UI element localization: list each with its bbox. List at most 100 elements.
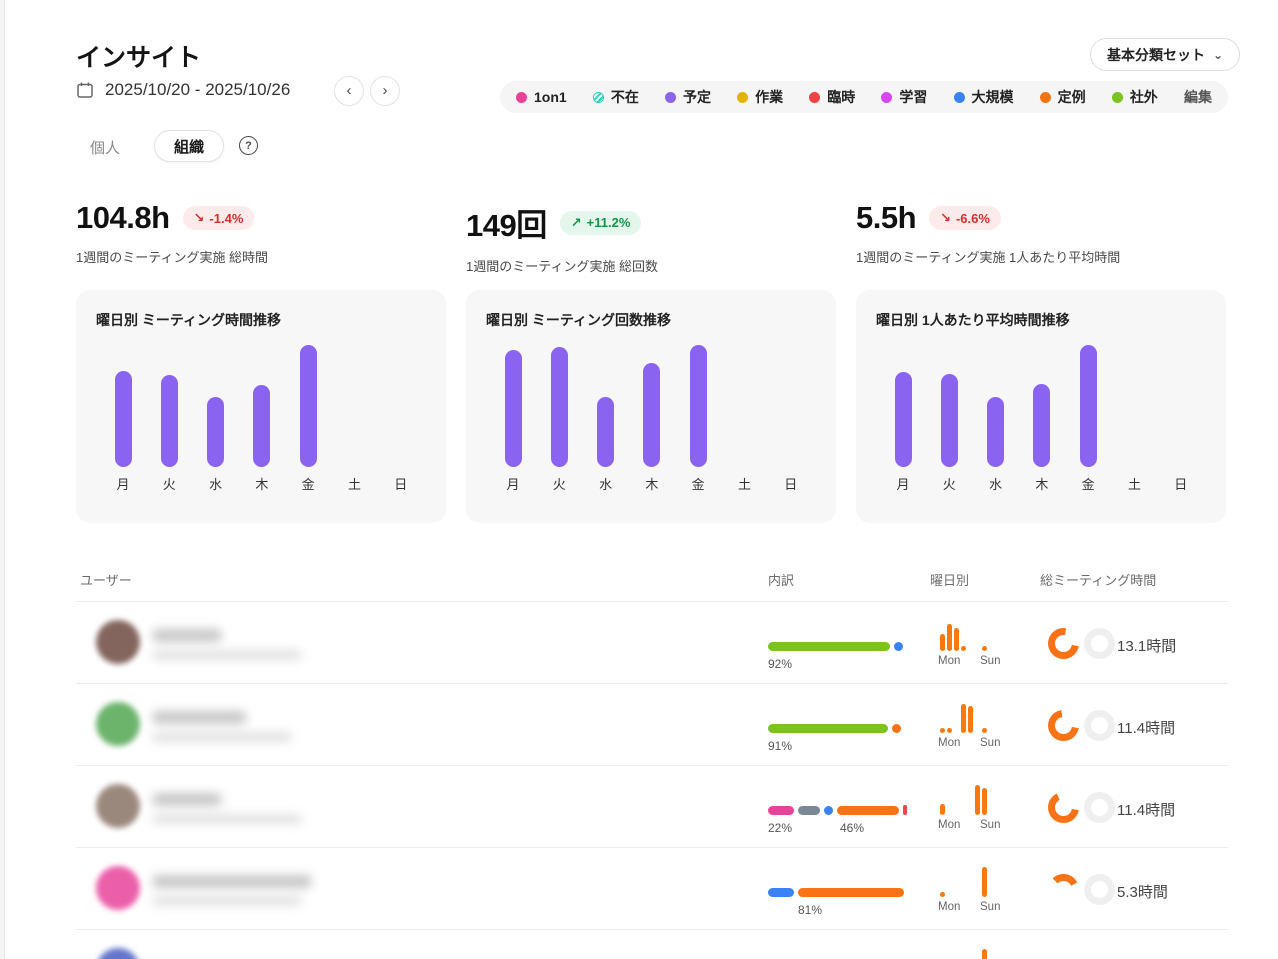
weekday-bar-chart: 月火水木金土日 <box>856 290 1226 492</box>
bar-月 <box>894 372 912 467</box>
user-subtitle-blurred <box>152 650 302 660</box>
user-table-body: 92% Mon Sun 13.1時間 91% Mon Sun 11.4時間 22% 46% Mon S… <box>76 602 1228 959</box>
avatar <box>96 948 140 959</box>
breakdown-segment <box>798 805 820 815</box>
legend-edit-link[interactable]: 編集 <box>1183 89 1212 105</box>
legend-item-学習[interactable]: 学習 <box>881 87 927 107</box>
category-color-dot <box>664 91 676 103</box>
user-name-blurred <box>152 629 222 642</box>
bar-水 <box>207 397 225 467</box>
mini-chart-end-label: Sun <box>980 819 1001 831</box>
classification-set-dropdown[interactable]: 基本分類セット ⌄ <box>1090 38 1241 71</box>
legend-item-定例[interactable]: 定例 <box>1039 87 1086 107</box>
axis-label-木: 木 <box>255 477 269 492</box>
kpi-value: 5.5h <box>856 200 917 235</box>
mini-bar <box>982 728 987 733</box>
bar-火 <box>160 375 178 467</box>
axis-label-水: 水 <box>599 477 613 492</box>
user-name-blurred <box>152 711 247 724</box>
breakdown-segment <box>892 723 901 733</box>
axis-label-火: 火 <box>552 477 566 492</box>
legend-item-label: 大規模 <box>971 89 1014 105</box>
mini-bar <box>982 788 987 815</box>
table-row[interactable]: 81% Mon Sun 5.3時間 <box>76 848 1228 930</box>
trend-up-icon: ↗ <box>570 214 582 230</box>
axis-label-金: 金 <box>691 477 705 492</box>
mini-chart-start-label: Mon <box>938 737 961 749</box>
mini-bar <box>975 785 980 815</box>
breakdown-bar <box>768 887 904 897</box>
legend-item-不在[interactable]: 不在 <box>592 87 639 107</box>
mini-bar <box>968 706 973 733</box>
chart-title: 曜日別 ミーティング回数推移 <box>486 312 672 328</box>
table-row[interactable]: 91% Mon Sun 11.4時間 <box>76 684 1228 766</box>
category-color-dot <box>737 91 749 103</box>
progress-donut <box>1048 792 1079 823</box>
breakdown-segment <box>768 641 890 651</box>
mini-bar <box>954 628 959 651</box>
donut-group <box>1048 628 1115 659</box>
mini-bar <box>982 949 987 959</box>
donut-group <box>1048 792 1115 823</box>
column-header-user: ユーザー <box>80 573 132 588</box>
weekday-mini-chart <box>940 867 988 897</box>
bar-水 <box>987 397 1005 467</box>
column-header-weekday: 曜日別 <box>930 573 970 588</box>
user-subtitle-blurred <box>152 814 302 824</box>
tab-organization[interactable]: 組織 <box>154 130 225 162</box>
category-color-dot <box>881 91 893 103</box>
mini-bar <box>982 646 987 651</box>
legend-item-大規模[interactable]: 大規模 <box>953 87 1014 107</box>
table-row[interactable]: 22% 46% Mon Sun 11.4時間 <box>76 766 1228 848</box>
axis-label-日: 日 <box>784 477 798 492</box>
axis-label-月: 月 <box>506 477 520 492</box>
donut-group <box>1048 874 1115 905</box>
total-meeting-time: 11.4時間 <box>1117 720 1176 737</box>
axis-label-月: 月 <box>116 477 130 492</box>
table-row[interactable]: 92% Mon Sun 13.1時間 <box>76 602 1228 684</box>
legend-item-1on1[interactable]: 1on1 <box>516 89 567 105</box>
legend-item-臨時[interactable]: 臨時 <box>809 87 855 107</box>
weekday-mini-chart <box>940 949 988 959</box>
progress-donut <box>1048 710 1079 741</box>
page-title: インサイト <box>76 44 202 72</box>
trend-badge: ↗ +11.2% <box>559 210 642 235</box>
bar-火 <box>550 347 568 467</box>
bar-木 <box>643 363 661 467</box>
axis-label-木: 木 <box>645 477 659 492</box>
date-range-row: 2025/10/20 - 2025/10/26 <box>76 80 290 100</box>
bar-金 <box>689 345 707 467</box>
help-icon[interactable]: ? <box>239 136 258 155</box>
user-name-blurred <box>152 875 312 888</box>
trend-down-icon: ↘ <box>193 210 205 225</box>
axis-label-月: 月 <box>896 477 910 492</box>
legend-item-社外[interactable]: 社外 <box>1111 87 1158 107</box>
legend-item-label: 社外 <box>1129 89 1158 105</box>
prev-week-button[interactable]: ‹ <box>334 76 364 106</box>
axis-label-木: 木 <box>1035 477 1049 492</box>
user-subtitle-blurred <box>152 732 292 742</box>
column-header-total-meeting-time: 総ミーティング時間 <box>1040 573 1157 588</box>
legend-item-label: 臨時 <box>827 89 856 105</box>
kpi-subtitle: 1週間のミーティング実施 総回数 <box>466 259 659 274</box>
legend-item-作業[interactable]: 作業 <box>737 87 783 107</box>
category-color-dot <box>1039 91 1051 103</box>
trend-delta: -1.4% <box>209 210 244 226</box>
progress-donut <box>1084 792 1115 823</box>
tab-personal[interactable]: 個人 <box>90 140 121 157</box>
mini-chart-end-label: Sun <box>980 737 1001 749</box>
breakdown-segment <box>768 887 794 897</box>
breakdown-bar <box>768 723 901 733</box>
chart-card-average-by-weekday: 曜日別 1人あたり平均時間推移 月 火 水 木 金 土 日 <box>856 290 1226 523</box>
bar-水 <box>597 397 615 467</box>
next-week-button[interactable]: › <box>370 76 400 106</box>
date-range-text[interactable]: 2025/10/20 - 2025/10/26 <box>105 80 291 99</box>
mini-bar <box>940 804 945 815</box>
bar-月 <box>504 350 522 467</box>
progress-donut <box>1084 710 1115 741</box>
axis-label-土: 土 <box>737 477 751 492</box>
legend-item-予定[interactable]: 予定 <box>664 87 711 107</box>
breakdown-percent-label: 81% <box>798 903 823 917</box>
